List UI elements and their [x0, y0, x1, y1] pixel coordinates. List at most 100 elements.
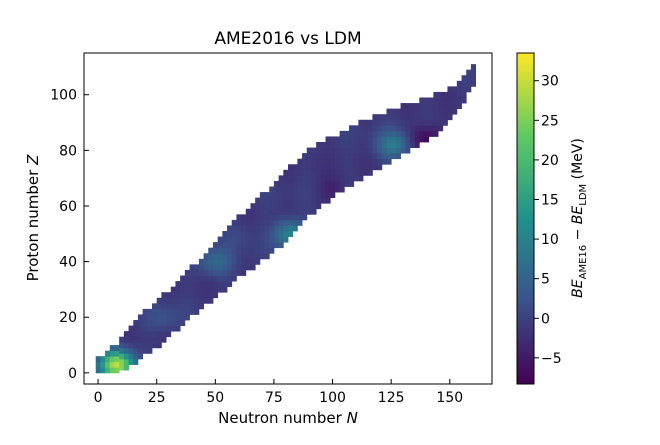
heatmap-cell — [222, 231, 228, 237]
heatmap-cell — [189, 275, 195, 282]
heatmap-cell — [222, 236, 228, 243]
heatmap-cell — [245, 264, 251, 271]
heatmap-cell — [175, 320, 181, 326]
heatmap-cell — [292, 186, 298, 193]
heatmap-cell — [447, 86, 453, 93]
heatmap-cell — [170, 303, 176, 310]
heatmap-cell — [198, 286, 204, 293]
heatmap-cell — [452, 103, 458, 110]
heatmap-cell — [264, 231, 270, 237]
heatmap-cell — [212, 242, 219, 249]
heatmap-cell — [306, 197, 312, 204]
heatmap-cell — [161, 331, 167, 338]
heatmap-cell — [311, 208, 317, 215]
heatmap-cell — [433, 114, 439, 121]
heatmap-cell — [189, 264, 195, 271]
heatmap-cell — [414, 119, 420, 126]
heatmap-cell — [278, 203, 284, 210]
heatmap-cell — [166, 308, 172, 315]
heatmap-cell — [334, 136, 340, 143]
heatmap-cell — [334, 186, 340, 193]
heatmap-cell — [363, 136, 369, 143]
heatmap-cell — [245, 231, 251, 237]
heatmap-cell — [119, 336, 125, 343]
heatmap-cell — [292, 164, 298, 171]
heatmap-cell — [377, 136, 383, 143]
x-tick-label: 50 — [206, 390, 224, 406]
heatmap-cell — [391, 125, 397, 132]
heatmap-cell — [377, 147, 383, 154]
heatmap-cell — [278, 175, 284, 182]
heatmap-cell — [250, 214, 256, 221]
heatmap-cell — [264, 214, 270, 221]
heatmap-cell — [128, 325, 134, 332]
heatmap-cell — [297, 169, 303, 176]
heatmap-cell — [128, 358, 134, 365]
heatmap-cell — [166, 297, 172, 304]
heatmap-cell — [203, 275, 209, 282]
heatmap-cell — [105, 356, 111, 363]
heatmap-cell — [264, 253, 270, 260]
heatmap-cell — [245, 247, 251, 254]
heatmap-cell — [147, 325, 153, 332]
heatmap-cell — [189, 292, 195, 299]
heatmap-cell — [156, 331, 162, 338]
heatmap-cell — [255, 197, 261, 204]
heatmap-cell — [395, 108, 401, 115]
heatmap-cell — [414, 108, 420, 115]
heatmap-cell — [231, 236, 237, 243]
heatmap-cell — [166, 314, 172, 321]
heatmap-cell — [306, 158, 312, 165]
heatmap-cell — [433, 97, 439, 104]
heatmap-cell — [311, 180, 317, 187]
chart-title: AME2016 vs LDM — [214, 29, 361, 49]
heatmap-cell — [152, 308, 158, 315]
heatmap-cell — [424, 108, 430, 115]
heatmap-cell — [325, 136, 331, 143]
heatmap-cell — [189, 297, 195, 304]
heatmap-cell — [288, 192, 294, 199]
heatmap-cell — [227, 242, 233, 249]
heatmap-cell — [156, 303, 162, 310]
heatmap-cell — [456, 97, 462, 104]
heatmap-cell — [363, 158, 369, 165]
heatmap-cell — [273, 214, 280, 221]
heatmap-cell — [325, 147, 331, 154]
heatmap-cell — [273, 203, 280, 210]
heatmap-cell — [250, 247, 256, 254]
heatmap-cell — [259, 231, 265, 237]
heatmap-cell — [334, 153, 340, 160]
heatmap-cell — [400, 103, 406, 110]
heatmap-cell — [217, 247, 223, 254]
heatmap-cell — [156, 325, 162, 332]
heatmap-cell — [409, 108, 416, 115]
heatmap-cell — [152, 342, 158, 349]
heatmap-cell — [419, 136, 425, 143]
heatmap-cell — [372, 164, 378, 171]
heatmap-cells — [95, 64, 476, 374]
heatmap-cell — [269, 192, 275, 199]
heatmap-cell — [306, 180, 312, 187]
heatmap-cell — [424, 119, 430, 126]
heatmap-cell — [400, 130, 406, 137]
heatmap-cell — [123, 358, 129, 365]
heatmap-cell — [348, 147, 355, 154]
heatmap-cell — [147, 314, 153, 321]
heatmap-cell — [363, 153, 369, 160]
heatmap-cell — [409, 130, 416, 137]
heatmap-cell — [395, 136, 401, 143]
heatmap-cell — [278, 197, 284, 204]
heatmap-cell — [414, 114, 420, 121]
heatmap-cell — [231, 269, 237, 276]
y-tick-label: 0 — [68, 366, 77, 382]
heatmap-cell — [273, 242, 280, 249]
heatmap-cell — [456, 103, 462, 110]
heatmap-cell — [231, 219, 237, 226]
heatmap-cell — [170, 314, 176, 321]
heatmap-cell — [452, 86, 458, 93]
heatmap-cell — [367, 147, 373, 154]
heatmap-cell — [470, 75, 476, 82]
x-tick-label: 125 — [378, 390, 405, 406]
heatmap-cell — [409, 125, 416, 132]
heatmap-cell — [405, 142, 411, 148]
